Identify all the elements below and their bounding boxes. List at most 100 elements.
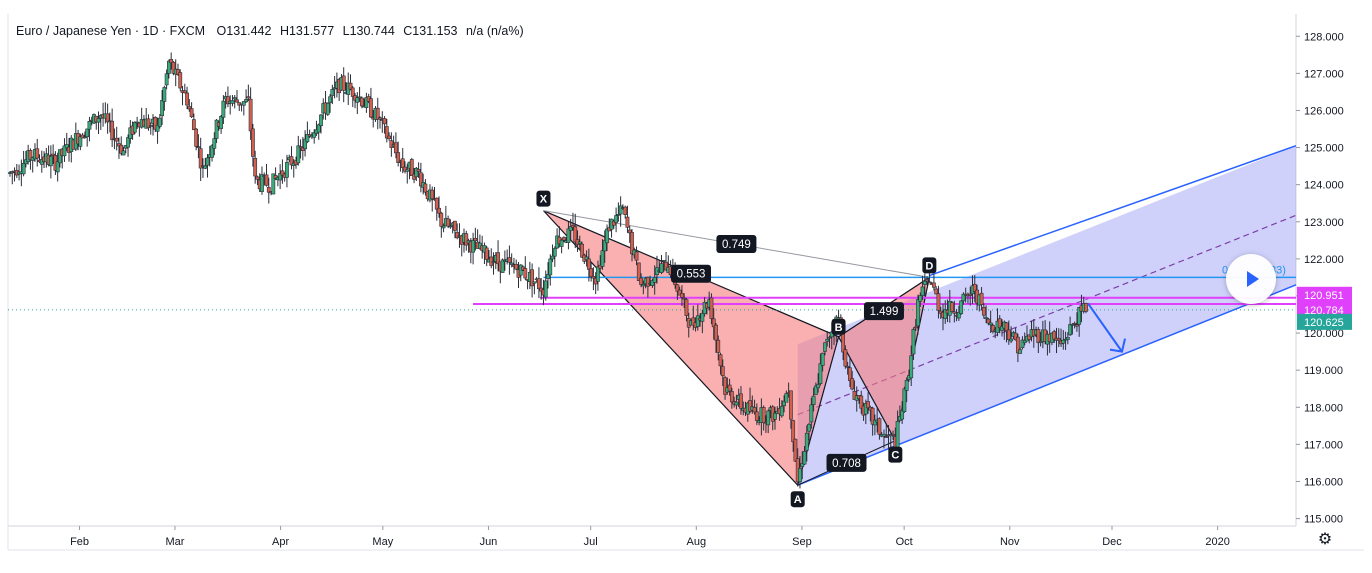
- candle-body: [105, 113, 110, 123]
- candle-body: [682, 297, 687, 300]
- projection-arrow-line[interactable]: [1087, 302, 1123, 353]
- candle-body: [441, 225, 446, 229]
- interval-label[interactable]: 1D: [142, 24, 159, 38]
- time-tick-label: Jun: [480, 536, 498, 548]
- candle-body: [85, 128, 90, 138]
- candle-body: [375, 107, 380, 120]
- candle-body: [1072, 322, 1077, 325]
- price-tick-label: 116.000: [1304, 476, 1343, 488]
- channel-upper-line[interactable]: [929, 145, 1297, 277]
- price-tag-upper: 120.951: [1304, 290, 1344, 302]
- time-tick-label: Nov: [1000, 536, 1020, 548]
- candle-body: [405, 169, 410, 172]
- price-axis[interactable]: 115.000 116.000 117.000 118.000 119.000 120.0…: [1296, 31, 1344, 526]
- candle-body: [248, 98, 253, 132]
- candle-body: [205, 157, 210, 166]
- candle-body: [616, 214, 621, 216]
- candle-body: [232, 97, 237, 100]
- parallel-channel[interactable]: [797, 145, 1297, 486]
- candle-body: [434, 197, 439, 210]
- candle-body: [714, 324, 718, 341]
- candle-body: [500, 259, 505, 273]
- channel-lower-line[interactable]: [797, 284, 1297, 486]
- ratio-label-xb: 0.553: [677, 269, 706, 281]
- candle-body: [194, 128, 199, 147]
- candle-body: [991, 325, 995, 332]
- candle-body: [246, 96, 251, 99]
- candle-body: [271, 173, 276, 195]
- candle-body: [203, 165, 208, 169]
- candle-body: [196, 146, 201, 148]
- candle-body: [618, 205, 623, 215]
- play-icon[interactable]: [1226, 254, 1276, 304]
- candle-body: [748, 400, 752, 412]
- candle-body: [920, 286, 925, 296]
- candle-body: [523, 268, 528, 279]
- candle-body: [968, 293, 973, 296]
- candle-body: [577, 241, 582, 244]
- candle-body: [909, 355, 914, 379]
- candle-body: [550, 255, 555, 260]
- pattern-overlay[interactable]: X A B C D 0.749 0.553 1.499 0.708: [536, 190, 1126, 508]
- candle-body: [902, 388, 907, 412]
- candle-body: [507, 257, 512, 263]
- candle-body: [761, 407, 766, 423]
- candle-body: [1018, 349, 1023, 354]
- candle-body: [280, 170, 285, 176]
- candle-body: [927, 281, 932, 284]
- candle-body: [260, 174, 264, 192]
- candle-body: [900, 410, 905, 420]
- candle-body: [580, 243, 584, 258]
- candle-body: [779, 406, 784, 417]
- candle-body: [530, 269, 535, 287]
- symbol-name[interactable]: Euro / Japanese Yen: [16, 24, 132, 38]
- candle-body: [191, 119, 196, 131]
- candle-body: [1036, 329, 1041, 344]
- candle-body: [119, 144, 124, 154]
- time-tick-label: Jul: [584, 536, 598, 548]
- candle-body: [664, 261, 668, 271]
- candle-body: [1084, 303, 1088, 312]
- candle-body: [798, 468, 802, 483]
- candle-body: [273, 174, 278, 179]
- candle-body: [235, 99, 239, 103]
- candle-body: [210, 145, 214, 158]
- candle-body: [816, 384, 821, 389]
- projection-arrow-head[interactable]: [1109, 338, 1126, 353]
- candle-body: [35, 148, 40, 159]
- candle-body: [611, 220, 616, 226]
- gear-icon[interactable]: ⚙: [1317, 531, 1333, 548]
- candle-body: [473, 237, 478, 241]
- price-tick-label: 117.000: [1304, 439, 1343, 451]
- candle-body: [359, 97, 364, 107]
- candle-body: [729, 391, 734, 403]
- candle-body: [848, 367, 852, 381]
- price-tick-label: 120.000: [1304, 328, 1344, 340]
- time-axis[interactable]: Feb Mar Apr May Jun Jul Aug Sep Oct Nov Dec 2020: [70, 526, 1230, 548]
- candle-body: [850, 378, 855, 390]
- channel-fill[interactable]: [797, 145, 1296, 486]
- candle-body: [773, 412, 777, 420]
- candle-body: [278, 173, 283, 181]
- candle-body: [1015, 336, 1020, 354]
- price-tick-label: 123.000: [1304, 217, 1344, 229]
- candle-body: [400, 158, 405, 169]
- candle-body: [185, 92, 189, 106]
- candle-body: [623, 206, 628, 215]
- candle-body: [330, 89, 335, 96]
- candle-body: [1013, 332, 1018, 341]
- candle-body: [988, 322, 993, 326]
- candle-body: [126, 137, 130, 148]
- candle-body: [491, 261, 496, 264]
- candle-body: [979, 292, 984, 305]
- candle-body: [484, 247, 489, 260]
- candle-body: [355, 97, 360, 103]
- ratio-label-ac-box: [826, 453, 867, 472]
- candle-body: [986, 318, 991, 324]
- candle-body: [904, 380, 909, 391]
- candle-body: [641, 284, 646, 287]
- candle-body: [634, 251, 639, 261]
- candle-body: [160, 100, 164, 117]
